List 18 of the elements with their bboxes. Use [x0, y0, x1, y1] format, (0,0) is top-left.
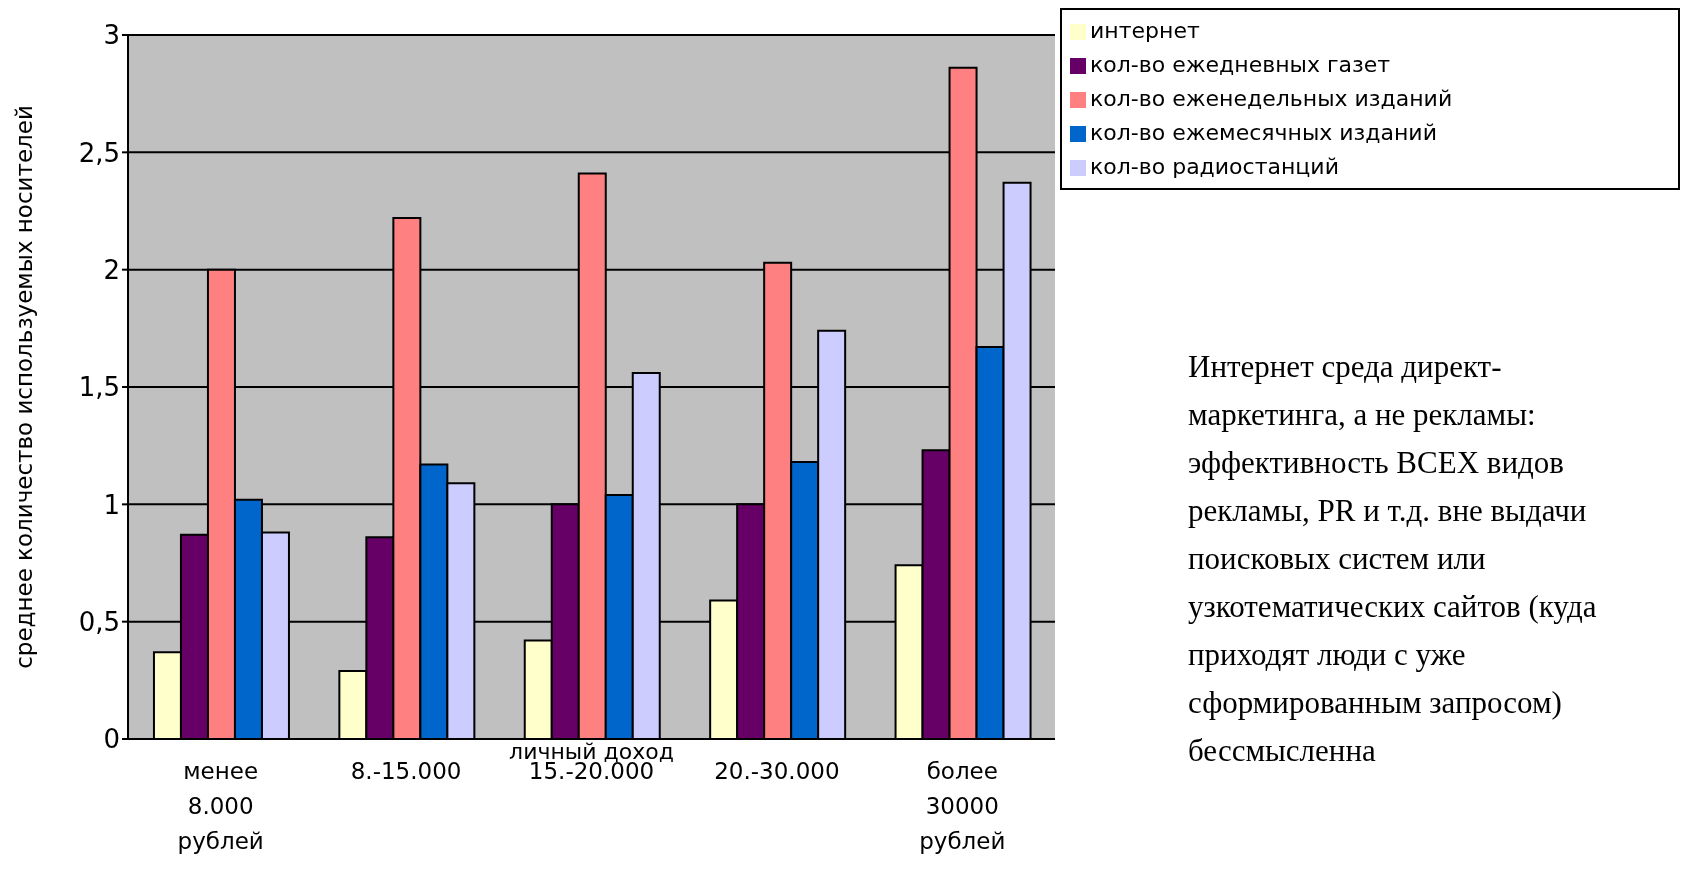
legend-label: интернет [1090, 18, 1200, 43]
y-tick-label: 3 [103, 20, 120, 51]
legend-label: кол-во ежемесячных изданий [1090, 120, 1437, 145]
y-tick-label: 0,5 [78, 606, 120, 637]
y-tick-label: 2,5 [78, 137, 120, 168]
y-tick-label: 1,5 [78, 372, 120, 403]
x-tick-label: 20.-30.000 [714, 758, 840, 784]
legend-label: кол-во еженедельных изданий [1090, 86, 1453, 111]
text: Интернет среда директ-маркетинга, а не рекламы: эффективность ВСЕХ видов рекламы, PR и т.д. вне выдачи поисковых систем или узкотематических сайтов (куда приходят люди с уже сформированным запросом) бессмысленна [1188, 349, 1597, 768]
y-tick-label: 0 [103, 724, 120, 755]
x-tick-label: более 30000 рублей [919, 758, 1006, 854]
y-axis-title: среднее количество используемых носителей [11, 105, 38, 669]
legend-label: кол-во ежедневных газет [1090, 52, 1391, 77]
x-tick-label: 8.-15.000 [350, 758, 462, 784]
y-tick-label: 2 [103, 254, 120, 285]
y-tick-label: 1 [103, 489, 120, 520]
legend-label: кол-во радиостанций [1090, 154, 1339, 179]
x-tick-label: менее 8.000 рублей [177, 758, 264, 854]
